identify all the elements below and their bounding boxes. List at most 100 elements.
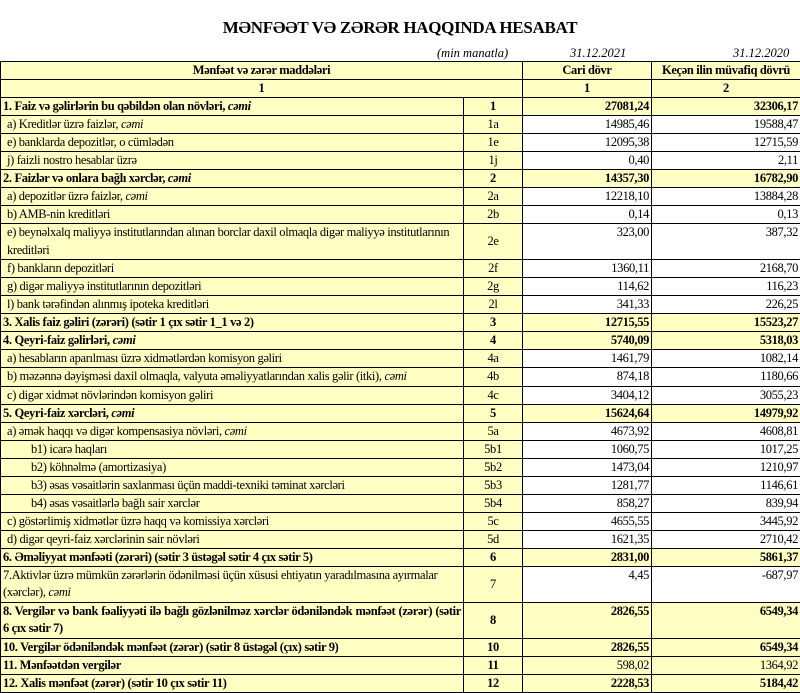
row-label: f) bankların depozitləri <box>1 260 464 278</box>
value-current: 14357,30 <box>523 170 652 188</box>
value-previous: -687,97 <box>652 566 800 602</box>
row-label-text: e) banklarda depozitlər, o cümlədən <box>7 135 174 149</box>
row-label-text: e) beynəlxalq maliyyə institutlarından a… <box>7 225 449 257</box>
row-code: 4c <box>464 386 523 404</box>
table-row: c) digər xidmət növlərindən komisyon gəl… <box>1 386 800 404</box>
row-label-suffix: cəmi <box>168 171 191 185</box>
value-previous: 1146,61 <box>652 476 800 494</box>
value-current: 12095,38 <box>523 134 652 152</box>
value-current: 4,45 <box>523 566 652 602</box>
value-previous: 1364,92 <box>652 656 800 674</box>
value-current: 0,14 <box>523 206 652 224</box>
table-row: a) hesabların aparılması üzrə xidmətlərd… <box>1 350 800 368</box>
value-previous: 5318,03 <box>652 332 800 350</box>
row-label: 7.Aktivlər üzrə mümkün zərərlərin ödənil… <box>1 566 464 602</box>
row-label-text: 11. Mənfəətdən vergilər <box>3 658 121 672</box>
row-code: 1a <box>464 116 523 134</box>
row-code: 2g <box>464 278 523 296</box>
table-row: 12. Xalis mənfəət (zərər) (sətir 10 çıx … <box>1 674 800 692</box>
row-code: 5b1 <box>464 440 523 458</box>
row-label: b) məzənnə dəyişməsi daxil olmaqla, valy… <box>1 368 464 387</box>
row-code: 11 <box>464 656 523 674</box>
row-code: 1j <box>464 152 523 170</box>
row-code: 10 <box>464 638 523 656</box>
value-previous: 387,32 <box>652 224 800 260</box>
value-current: 858,27 <box>523 494 652 512</box>
row-label: b3) əsas vəsaitlərin saxlanması üçün mad… <box>1 476 464 494</box>
table-row: 10. Vergilər ödəniləndək mənfəət (zərər)… <box>1 638 800 656</box>
table-row: 2. Faizlər və onlara bağlı xərclər, cəmi… <box>1 170 800 188</box>
units-label: (min manatla) <box>437 46 508 61</box>
value-current: 323,00 <box>523 224 652 260</box>
table-row: 3. Xalis faiz gəliri (zərəri) (sətir 1 ç… <box>1 314 800 332</box>
value-previous: 5184,42 <box>652 674 800 692</box>
header-row: Mənfəət və zərər maddələri Cari dövr Keç… <box>1 62 800 80</box>
value-previous: 1017,25 <box>652 440 800 458</box>
value-current: 1281,77 <box>523 476 652 494</box>
value-previous: 1210,97 <box>652 458 800 476</box>
value-current: 2831,00 <box>523 548 652 566</box>
row-label: 6. Əməliyyat mənfəəti (zərəri) (sətir 3 … <box>1 548 464 566</box>
header-previous: Keçən ilin müvafiq dövrü <box>652 62 800 80</box>
value-current: 1360,11 <box>523 260 652 278</box>
value-current: 5740,09 <box>523 332 652 350</box>
row-code: 8 <box>464 602 523 638</box>
row-label-text: b) AMB-nin kreditləri <box>7 207 110 221</box>
income-statement-table: Mənfəət və zərər maddələri Cari dövr Keç… <box>0 61 800 693</box>
row-code: 2l <box>464 296 523 314</box>
value-previous: 3055,23 <box>652 386 800 404</box>
row-label: 5. Qeyri-faiz xərcləri, cəmi <box>1 404 464 422</box>
value-previous: 19588,47 <box>652 116 800 134</box>
row-label-suffix: cəmi <box>121 117 143 131</box>
row-code: 5c <box>464 512 523 530</box>
value-current: 874,18 <box>523 368 652 387</box>
row-label-suffix: cəmi <box>125 189 147 203</box>
value-previous: 1180,66 <box>652 368 800 387</box>
row-code: 1 <box>464 98 523 116</box>
row-label-text: d) digər qeyri-faiz xərclərinin sair növ… <box>7 532 200 546</box>
row-code: 2a <box>464 188 523 206</box>
value-previous: 2710,42 <box>652 530 800 548</box>
row-label-text: b3) əsas vəsaitlərin saxlanması üçün mad… <box>31 478 345 492</box>
row-label-suffix: cəmi <box>111 406 134 420</box>
value-previous: 3445,92 <box>652 512 800 530</box>
row-label: 3. Xalis faiz gəliri (zərəri) (sətir 1 ç… <box>1 314 464 332</box>
row-label-text: b1) icarə haqları <box>31 442 107 456</box>
value-previous: 13884,28 <box>652 188 800 206</box>
value-previous: 2,11 <box>652 152 800 170</box>
row-label-text: a) hesabların aparılması üzrə xidmətlərd… <box>7 351 282 365</box>
table-row: b) məzənnə dəyişməsi daxil olmaqla, valy… <box>1 368 800 387</box>
num-current: 1 <box>523 80 652 98</box>
value-previous: 1082,14 <box>652 350 800 368</box>
value-current: 27081,24 <box>523 98 652 116</box>
row-label: d) digər qeyri-faiz xərclərinin sair növ… <box>1 530 464 548</box>
row-label: b2) köhnəlmə (amortizasiya) <box>1 458 464 476</box>
row-label-text: l) bank tərəfindən alınmış ipoteka kredi… <box>7 297 209 311</box>
value-current: 15624,64 <box>523 404 652 422</box>
value-current: 1621,35 <box>523 530 652 548</box>
value-current: 1461,79 <box>523 350 652 368</box>
num-previous: 2 <box>652 80 800 98</box>
row-label-text: j) faizli nostro hesablar üzrə <box>7 153 137 167</box>
row-label-text: b4) əsas vəsaitlərlə bağlı sair xərclər <box>31 496 200 510</box>
row-label-text: 5. Qeyri-faiz xərcləri, <box>3 406 111 420</box>
row-label: 1. Faiz və gəlirlərin bu qəbildən olan n… <box>1 98 464 116</box>
row-label: b) AMB-nin kreditləri <box>1 206 464 224</box>
row-label-text: a) Kreditlər üzrə faizlər, <box>7 117 121 131</box>
row-label-suffix: cəmi <box>225 424 247 438</box>
table-row: 1. Faiz və gəlirlərin bu qəbildən olan n… <box>1 98 800 116</box>
row-label-text: 3. Xalis faiz gəliri (zərəri) (sətir 1 ç… <box>3 315 254 329</box>
row-label-text: c) digər xidmət növlərindən komisyon gəl… <box>7 388 213 402</box>
date-previous: 31.12.2020 <box>733 46 789 61</box>
row-label: 8. Vergilər və bank fəaliyyəti ilə bağlı… <box>1 602 464 638</box>
row-code: 1e <box>464 134 523 152</box>
value-current: 2228,53 <box>523 674 652 692</box>
row-label-text: 2. Faizlər və onlara bağlı xərclər, <box>3 171 168 185</box>
table-row: l) bank tərəfindən alınmış ipoteka kredi… <box>1 296 800 314</box>
